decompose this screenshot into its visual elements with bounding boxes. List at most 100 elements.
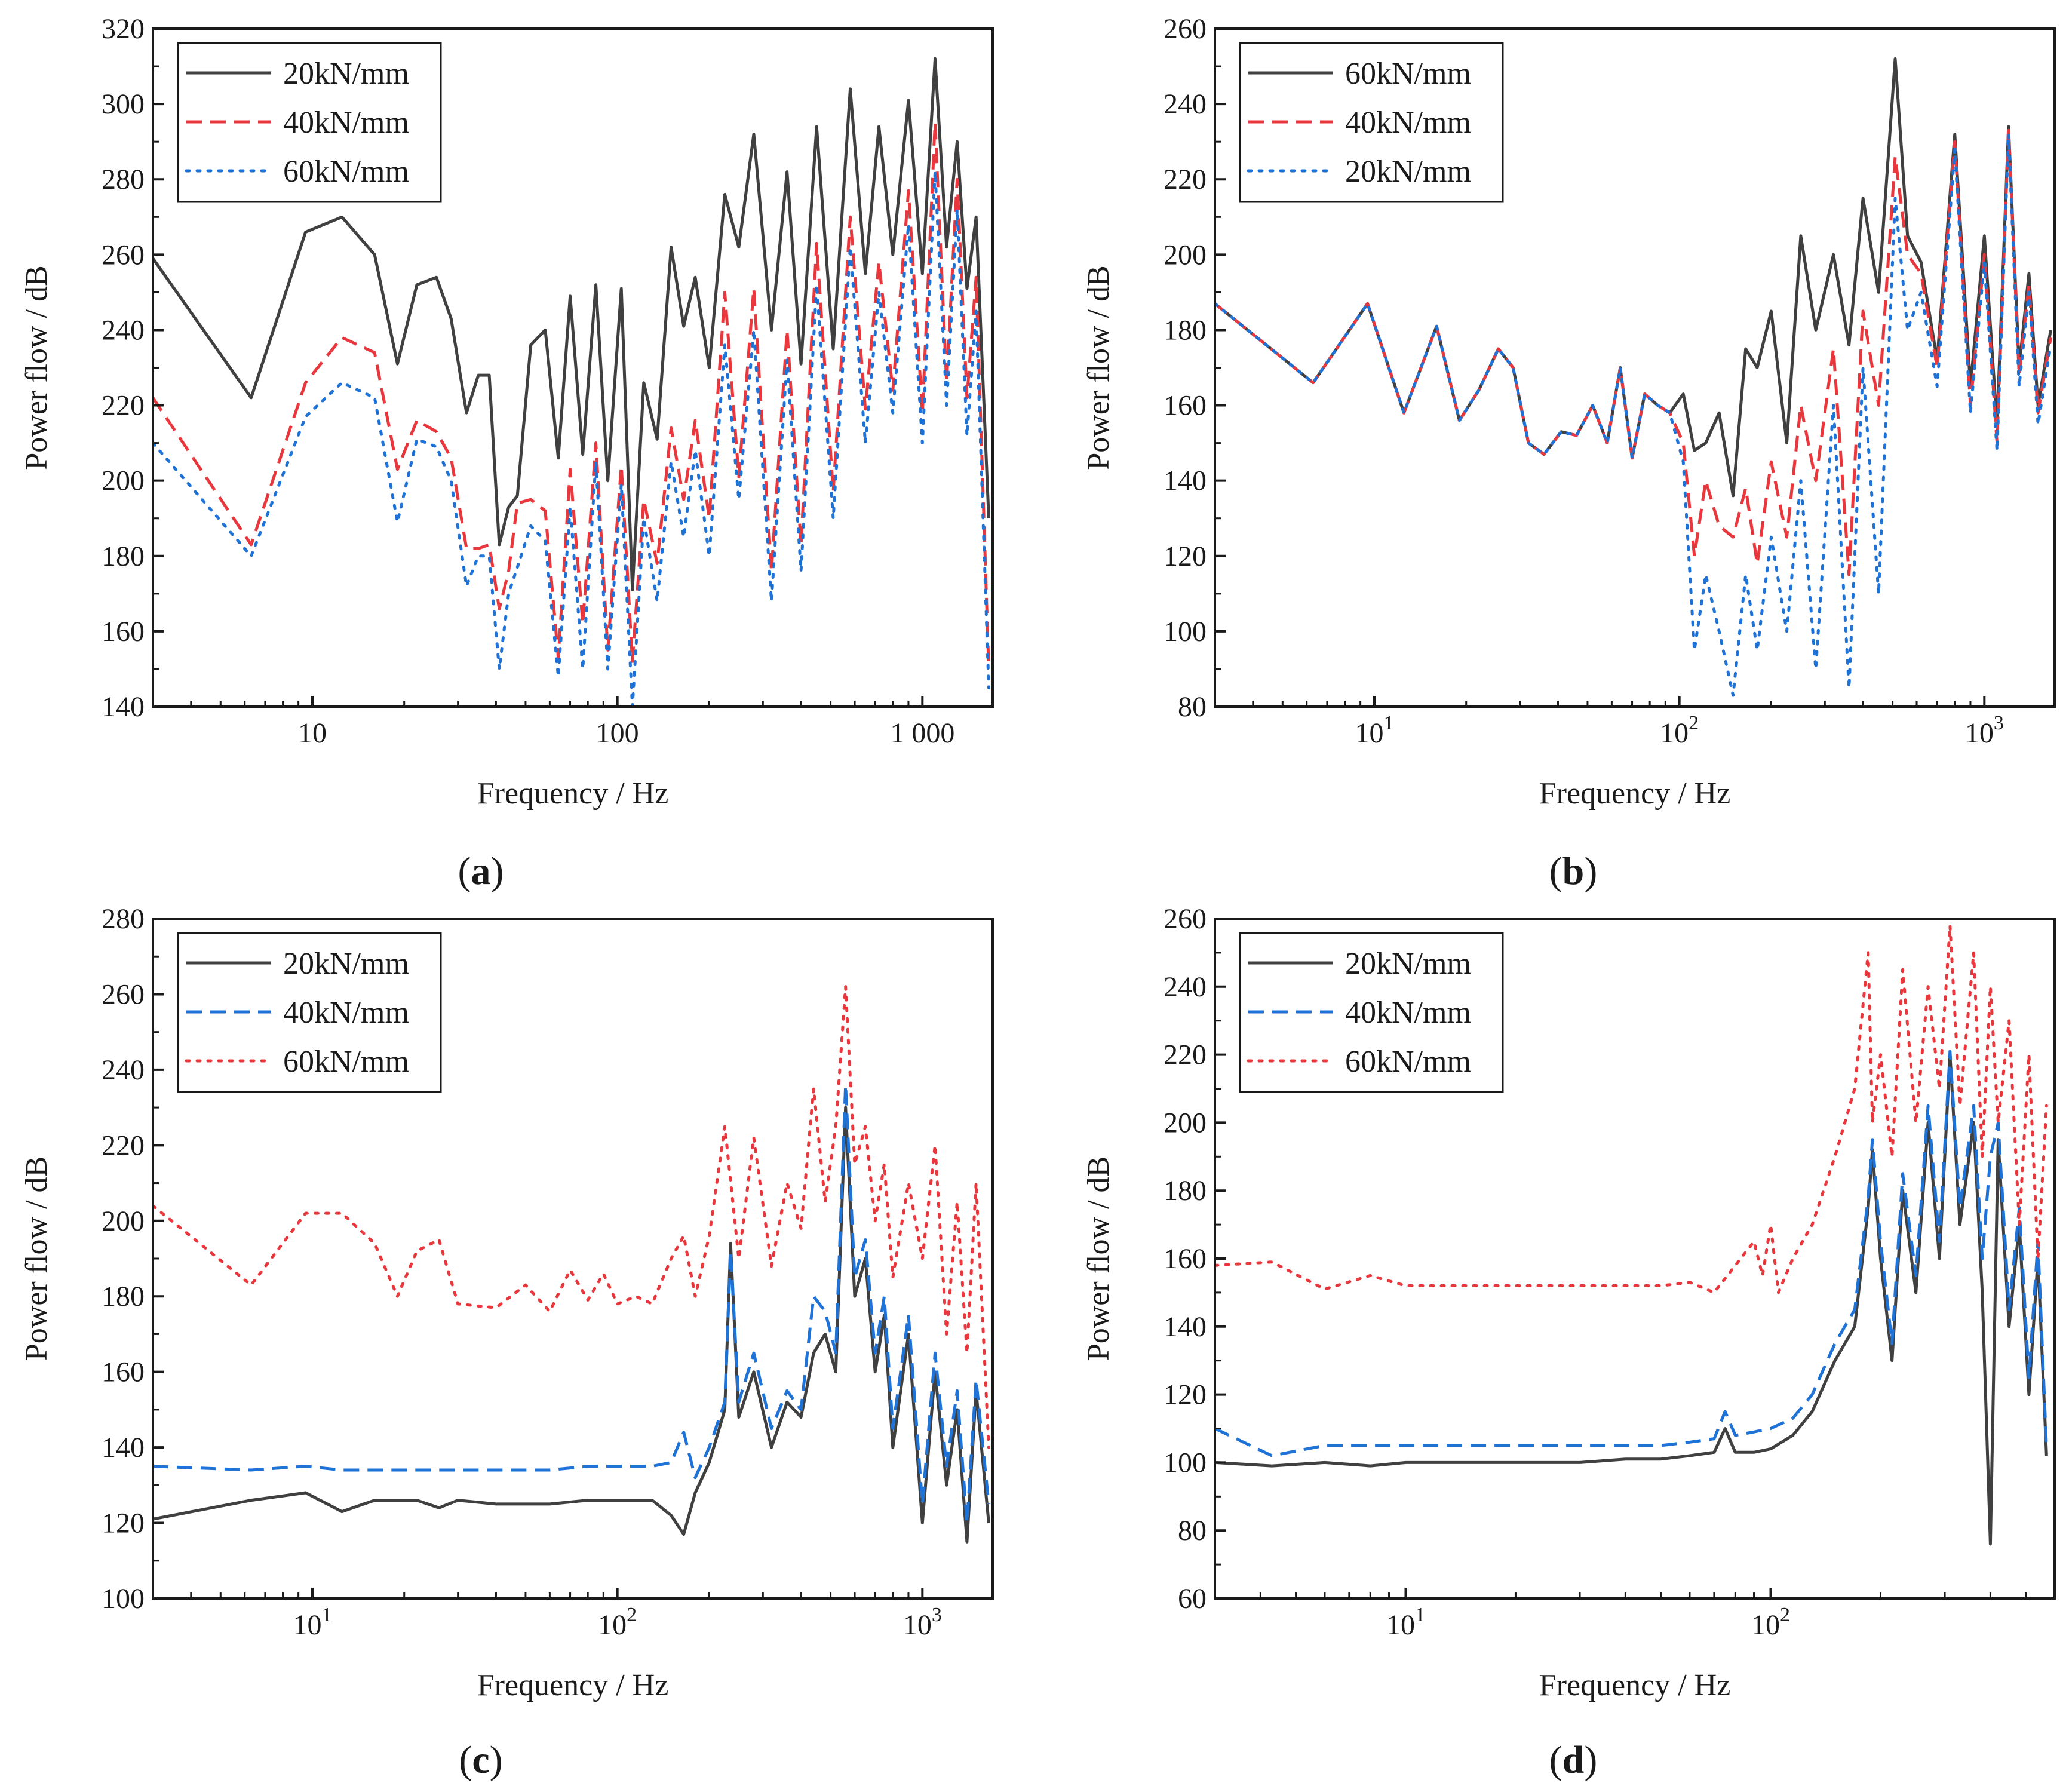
x-axis-title: Frequency / Hz (1539, 1668, 1731, 1702)
y-tick-label: 240 (102, 314, 145, 346)
x-tick-label: 102 (1751, 1604, 1790, 1641)
y-tick-label: 240 (1164, 88, 1207, 120)
series-group (1215, 923, 2048, 1546)
y-tick-label: 140 (102, 1432, 145, 1463)
x-tick-label: 101 (293, 1604, 332, 1641)
legend: 20kN/mm 40kN/mm 60kN/mm (177, 932, 442, 1093)
legend-label: 40kN/mm (1345, 996, 1471, 1030)
y-tick-label: 140 (102, 691, 145, 723)
series-line-40kn-mm (1215, 1050, 2048, 1457)
panel-caption: (c) (459, 1738, 502, 1782)
y-tick-label: 200 (1164, 239, 1207, 271)
legend-label: 20kN/mm (1345, 947, 1471, 981)
y-tick-label: 80 (1178, 1515, 1207, 1546)
y-tick-label: 120 (1164, 541, 1207, 572)
legend-label: 60kN/mm (1345, 57, 1471, 91)
y-axis-title: Power flow / dB (20, 1156, 54, 1361)
x-tick-label: 101 (1355, 712, 1394, 749)
y-tick-label: 100 (1164, 616, 1207, 648)
series-line-20kn-mm (1215, 1053, 2048, 1546)
y-tick-label: 260 (1164, 903, 1207, 935)
series-line-60kn-mm (1215, 923, 2048, 1294)
legend-label: 40kN/mm (1345, 106, 1471, 140)
y-tick-label: 200 (1164, 1107, 1207, 1139)
y-tick-label: 180 (1164, 1175, 1207, 1207)
legend-label: 20kN/mm (283, 57, 409, 91)
x-tick-label: 100 (596, 717, 639, 749)
panel-b: 80 100 120 140 160 180 200 220 240 260 101 102 103 Fr… (1082, 13, 2056, 893)
legend: 20kN/mm 40kN/mm 60kN/mm (177, 42, 442, 203)
y-axis-title: Power flow / dB (1082, 1156, 1116, 1361)
series-line-40kn-mm (1215, 128, 2052, 576)
y-tick-label: 220 (102, 1130, 145, 1161)
series-line-40kn-mm (153, 121, 990, 669)
legend-label: 60kN/mm (1345, 1045, 1471, 1079)
y-axis-title: Power flow / dB (20, 265, 54, 470)
series-line-20kn-mm (153, 57, 990, 591)
y-tick-label: 180 (102, 1281, 145, 1312)
y-tick-label: 80 (1178, 691, 1207, 723)
y-tick-label: 180 (1164, 314, 1207, 346)
y-tick-label: 160 (102, 616, 145, 648)
y-tick-label: 200 (102, 1205, 145, 1237)
series-line-40kn-mm (153, 1083, 990, 1525)
series-line-20kn-mm (1215, 133, 2052, 697)
series-group (153, 57, 990, 707)
legend-label: 20kN/mm (283, 947, 409, 981)
legend: 60kN/mm 40kN/mm 20kN/mm (1239, 42, 1504, 203)
x-tick-label: 102 (1660, 712, 1699, 749)
series-group (1215, 57, 2052, 697)
y-tick-label: 140 (1164, 1311, 1207, 1343)
panel-c: 100 120 140 160 180 200 220 240 260 280 101 102 103 F… (20, 903, 994, 1782)
y-tick-label: 260 (102, 239, 145, 271)
y-tick-label: 60 (1178, 1583, 1207, 1615)
y-tick-label: 120 (1164, 1379, 1207, 1411)
y-tick-label: 240 (102, 1054, 145, 1086)
y-tick-label: 320 (102, 13, 145, 45)
x-tick-label: 10 (298, 717, 327, 749)
series-line-60kn-mm (153, 985, 990, 1449)
x-tick-label: 103 (903, 1604, 942, 1641)
y-tick-label: 160 (102, 1357, 145, 1388)
legend-label: 40kN/mm (283, 996, 409, 1030)
y-tick-label: 100 (102, 1583, 145, 1615)
legend-label: 40kN/mm (283, 106, 409, 140)
y-tick-label: 260 (102, 978, 145, 1010)
y-tick-label: 280 (102, 903, 145, 935)
y-tick-label: 220 (1164, 164, 1207, 195)
x-tick-label: 101 (1386, 1604, 1425, 1641)
y-tick-label: 180 (102, 541, 145, 572)
y-tick-label: 120 (102, 1508, 145, 1539)
panel-caption: (b) (1549, 849, 1598, 893)
x-axis-title: Frequency / Hz (1539, 777, 1731, 811)
y-tick-label: 220 (102, 390, 145, 422)
y-tick-label: 260 (1164, 13, 1207, 45)
x-axis-title: Frequency / Hz (477, 1668, 669, 1702)
y-tick-label: 300 (102, 88, 145, 120)
x-axis-title: Frequency / Hz (477, 777, 669, 811)
legend: 20kN/mm 40kN/mm 60kN/mm (1239, 932, 1504, 1093)
panel-caption: (a) (458, 849, 504, 893)
y-tick-label: 100 (1164, 1447, 1207, 1478)
legend-label: 20kN/mm (1345, 155, 1471, 189)
x-tick-label: 1 000 (890, 717, 954, 749)
y-tick-label: 160 (1164, 1243, 1207, 1275)
panel-d: 60 80 100 120 140 160 180 200 220 240 260 101 102 Fre… (1082, 903, 2056, 1782)
y-tick-label: 140 (1164, 465, 1207, 497)
panel-caption: (d) (1549, 1738, 1598, 1782)
y-tick-label: 160 (1164, 390, 1207, 422)
x-tick-label: 103 (1965, 712, 2004, 749)
series-line-20kn-mm (153, 1106, 990, 1544)
x-tick-label: 102 (598, 1604, 637, 1641)
panel-a: 140 160 180 200 220 240 260 280 300 320 10 100 1 000… (20, 13, 994, 893)
y-tick-label: 200 (102, 465, 145, 497)
series-line-60kn-mm (153, 170, 990, 707)
y-tick-label: 280 (102, 164, 145, 195)
legend-label: 60kN/mm (283, 155, 409, 189)
y-tick-label: 220 (1164, 1039, 1207, 1071)
series-group (153, 985, 990, 1544)
y-tick-label: 240 (1164, 971, 1207, 1003)
legend-label: 60kN/mm (283, 1045, 409, 1079)
y-axis-title: Power flow / dB (1082, 265, 1116, 470)
